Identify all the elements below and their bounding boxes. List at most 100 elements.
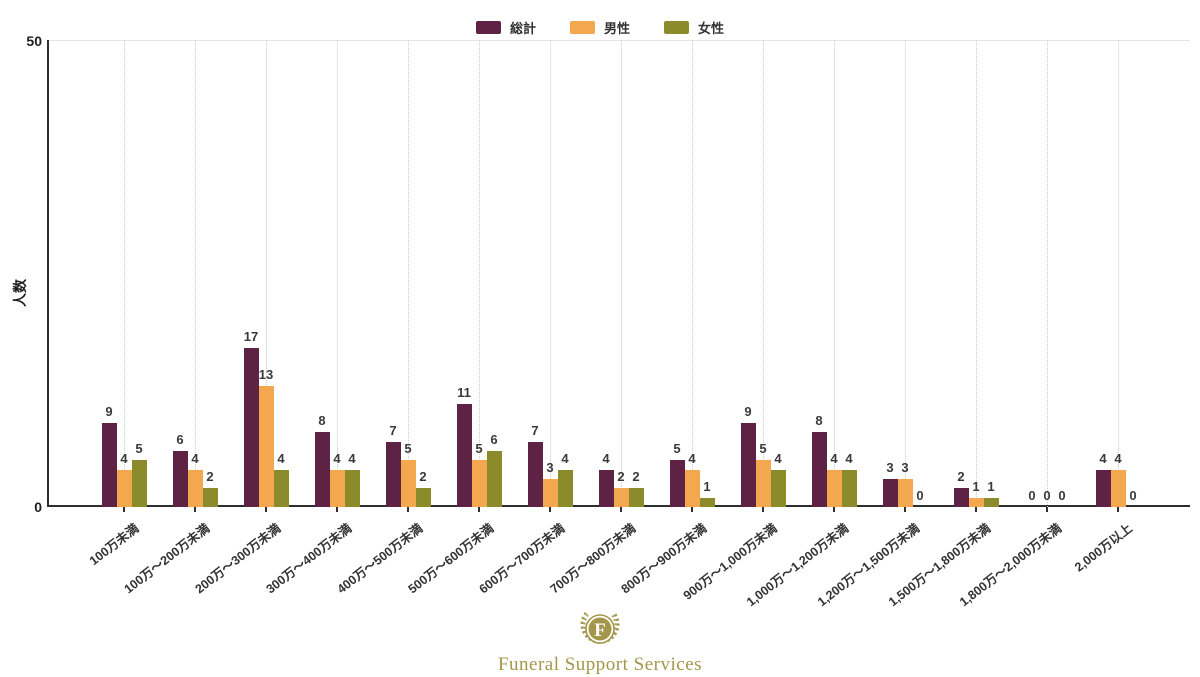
bar-女性-0 [131,460,147,507]
bar-男性-1 [187,470,203,507]
bar-総計-11 [882,479,898,507]
bar-value-label: 4 [1099,451,1107,466]
legend-swatch-male [569,21,595,34]
bar-女性-4 [415,488,431,507]
bar-value-label: 4 [774,451,782,466]
legend-swatch-female [664,21,690,34]
bar-value-label: 4 [277,451,285,466]
bar-value-label: 0 [916,488,924,503]
bar-女性-2 [273,470,289,507]
vertical-gridline [621,40,622,507]
footer-logo: F Funeral Support Services [0,608,1200,676]
bar-value-label: 2 [419,469,427,484]
x-axis-tick [904,507,906,512]
vertical-gridline [408,40,409,507]
legend: 総計 男性 女性 [475,18,724,37]
bar-総計-6 [527,442,543,507]
bar-value-label: 6 [490,432,498,447]
y-axis-title: 人数 [12,279,28,307]
bar-男性-10 [826,470,842,507]
vertical-gridline [124,40,125,507]
bar-value-label: 5 [673,441,681,456]
y-tick-label-0: 0 [34,499,42,515]
bar-女性-6 [557,470,573,507]
bar-総計-10 [811,432,827,507]
bar-女性-8 [699,498,715,507]
bar-value-label: 4 [348,451,356,466]
vertical-gridline [550,40,551,507]
x-axis-tick [194,507,196,512]
top-gridline [48,40,1190,41]
bar-男性-8 [684,470,700,507]
bar-value-label: 4 [830,451,838,466]
bar-value-label: 11 [457,385,471,400]
bar-value-label: 5 [475,441,483,456]
bar-男性-3 [329,470,345,507]
x-axis-tick [833,507,835,512]
bar-女性-5 [486,451,502,507]
vertical-gridline [763,40,764,507]
x-category-label: 100万未満 [86,521,142,569]
bar-総計-9 [740,423,756,507]
bar-男性-6 [542,479,558,507]
logo-text: Funeral Support Services [497,654,703,675]
bar-総計-3 [314,432,330,507]
bar-男性-11 [897,479,913,507]
y-tick-label-50: 50 [26,33,42,49]
bar-value-label: 5 [135,441,143,456]
bar-男性-4 [400,460,416,507]
bar-value-label: 4 [602,451,610,466]
vertical-gridline [266,40,267,507]
funeral-support-services-logo-icon: F [580,612,620,644]
bar-value-label: 2 [617,469,625,484]
bar-総計-8 [669,460,685,507]
bar-value-label: 4 [688,451,696,466]
bar-value-label: 0 [1058,488,1066,503]
bar-女性-9 [770,470,786,507]
bar-男性-2 [258,386,274,507]
bar-総計-0 [101,423,117,507]
legend-label-total: 総計 [509,21,536,36]
bar-value-label: 2 [206,469,214,484]
bar-総計-1 [172,451,188,507]
bar-女性-1 [202,488,218,507]
bar-value-label: 0 [1043,488,1051,503]
x-axis-tick [336,507,338,512]
x-axis-tick [762,507,764,512]
bar-女性-10 [841,470,857,507]
bar-value-label: 4 [1114,451,1122,466]
legend-item-female: 女性 [664,18,724,37]
bar-value-label: 3 [901,460,909,475]
bar-value-label: 4 [191,451,199,466]
vertical-gridline [976,40,977,507]
bar-value-label: 9 [744,404,752,419]
vertical-gridline [1047,40,1048,507]
x-axis-tick [1117,507,1119,512]
x-axis-tick [975,507,977,512]
legend-label-female: 女性 [698,21,725,36]
x-axis-tick [549,507,551,512]
legend-swatch-total [475,21,501,34]
bar-value-label: 8 [318,413,326,428]
bar-value-label: 4 [120,451,128,466]
bar-男性-14 [1110,470,1126,507]
x-axis-tick [1046,507,1048,512]
bar-value-label: 4 [845,451,853,466]
x-axis-tick [478,507,480,512]
vertical-gridline [834,40,835,507]
bar-value-label: 4 [333,451,341,466]
bar-男性-12 [968,498,984,507]
bar-value-label: 5 [759,441,767,456]
bar-総計-12 [953,488,969,507]
bar-総計-14 [1095,470,1111,507]
bar-総計-2 [243,348,259,507]
x-axis-tick [123,507,125,512]
bar-総計-5 [456,404,472,507]
x-axis-tick [620,507,622,512]
x-axis-tick [407,507,409,512]
vertical-gridline [905,40,906,507]
bar-総計-4 [385,442,401,507]
bar-value-label: 2 [957,469,965,484]
bar-value-label: 7 [531,423,539,438]
vertical-gridline [1118,40,1119,507]
